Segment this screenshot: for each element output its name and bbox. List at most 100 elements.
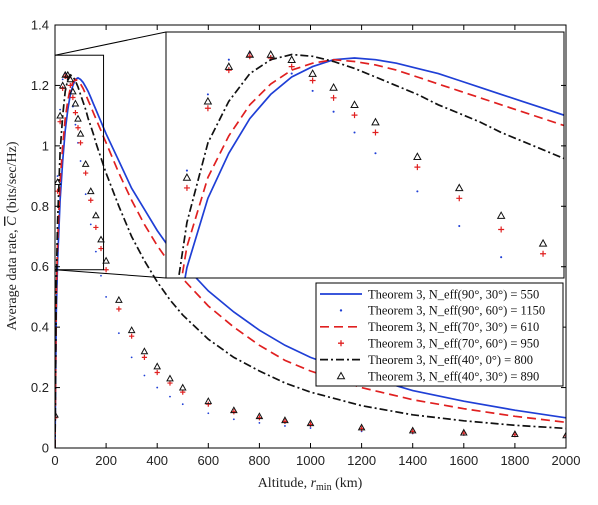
inset-point-5-8 [329,82,338,91]
main-point-1-14 [100,274,102,277]
main-point-3-22 [205,401,211,407]
inset-point-3-3 [225,67,232,74]
main-point-3-16 [116,306,122,312]
main-point-3-26 [307,421,314,428]
inset-point-5-5 [266,50,276,58]
inset-point-1-10 [374,152,377,155]
main-point-5-26 [306,419,315,427]
main-point-3-3 [60,85,66,92]
main-point-5-9 [74,114,82,122]
main-point-3-14 [98,245,104,252]
main-point-5-30 [511,430,519,438]
main-point-5-5 [63,70,72,78]
inset-point-3-14 [540,250,547,257]
inset-point-1-0 [165,481,167,483]
main-point-5-3 [58,81,67,89]
main-point-5-6 [66,75,75,83]
y-axis-ticks: 0 0.2 0.4 0.6 0.8 1 1.2 1.4 [31,18,566,456]
inset-point-3-13 [498,226,505,233]
inset-point-1-9 [353,131,356,134]
main-point-5-15 [102,256,110,264]
main-point-1-15 [105,296,107,298]
main-point-3-8 [72,110,79,116]
y-tick-label-4: 0.8 [31,199,49,214]
inset-point-5-15 [581,264,588,270]
inset-point-1-12 [458,224,461,228]
legend: Theorem 3, N_eff(90°, 30°) = 550 Theorem … [315,282,564,387]
main-point-3-9 [75,125,81,131]
inset-point-5-1 [182,173,192,181]
inset-point-5-3 [224,62,234,70]
main-series-line-0 [55,76,566,448]
main-point-3-24 [256,415,262,421]
inset-point-5-13 [496,211,506,219]
inset-point-1-1 [185,169,188,172]
inset-point-3-12 [456,195,463,202]
y-tick-label-1: 0.2 [31,380,49,395]
x-tick-label-0: 0 [51,453,58,468]
inset-series-4 [177,53,564,278]
inset-point-1-15 [584,308,586,310]
inset-series-line-0 [184,57,564,278]
inset-point-3-10 [372,129,379,136]
main-point-1-21 [181,403,184,406]
inset-point-5-14 [538,238,548,247]
inset-point-3-7 [309,77,316,84]
x-tick-label-5: 1000 [296,453,325,468]
main-point-5-21 [178,383,187,391]
inset-point-5-9 [350,100,359,109]
main-point-5-17 [127,326,136,334]
main-series-4 [55,73,566,448]
x-axis-label: Altitude, rmin (km) [258,476,363,493]
y-axis-label: Average data rate, C (bits/sec/Hz) [5,141,20,330]
main-point-3-6 [67,82,73,89]
main-point-1-12 [89,223,92,226]
main-point-5-14 [97,235,105,243]
main-point-5-18 [140,347,149,355]
inset-point-3-1 [183,184,190,191]
main-point-1-8 [74,123,77,126]
x-tick-label-3: 600 [197,453,219,468]
main-point-5-27 [357,423,366,431]
main-point-1-13 [94,250,97,253]
main-series-2 [55,78,566,448]
main-point-3-13 [93,224,99,231]
main-point-1-3 [61,78,64,81]
main-point-1-17 [130,356,133,359]
x-tick-label-7: 1400 [398,453,427,468]
main-point-1-23 [232,418,235,421]
x-tick-label-8: 1600 [449,453,478,468]
main-point-5-12 [86,187,95,195]
main-point-5-13 [92,211,100,219]
y-tick-label-6: 1.2 [31,78,49,93]
inset-point-5-6 [287,55,296,63]
legend-label-2: Theorem 3, N_eff(70°, 30°) = 610 [368,320,539,334]
inset-point-3-6 [288,63,295,70]
inset-point-3-2 [204,105,211,112]
main-point-1-16 [117,332,120,335]
main-point-5-10 [76,129,85,137]
main-point-1-22 [207,412,210,415]
x-tick-label-4: 800 [249,453,271,468]
inset-point-5-12 [454,183,464,192]
main-point-5-2 [56,111,64,119]
legend-item-3: Theorem 3, N_eff(70°, 60°) = 950 [338,337,539,351]
inset-point-5-2 [203,96,213,105]
inset-point-5-4 [245,50,255,58]
main-series-3 [55,73,566,439]
y-tick-label-3: 0.6 [31,259,49,274]
legend-item-4: Theorem 3, N_eff(40°, 0°) = 800 [320,353,533,367]
main-point-1-11 [84,193,87,196]
main-point-3-17 [129,333,135,339]
legend-swatch-1 [339,309,343,312]
main-point-5-7 [69,87,77,95]
main-point-5-23 [230,406,238,414]
main-series-layer [55,70,566,448]
legend-item-1: Theorem 3, N_eff(90°, 60°) = 1150 [339,304,545,318]
main-point-5-28 [408,426,417,434]
main-series-line-2 [55,78,566,448]
inset-frame [165,31,565,279]
inset-point-1-6 [290,72,293,75]
main-point-1-19 [156,386,159,389]
inset-series-5 [182,50,588,270]
